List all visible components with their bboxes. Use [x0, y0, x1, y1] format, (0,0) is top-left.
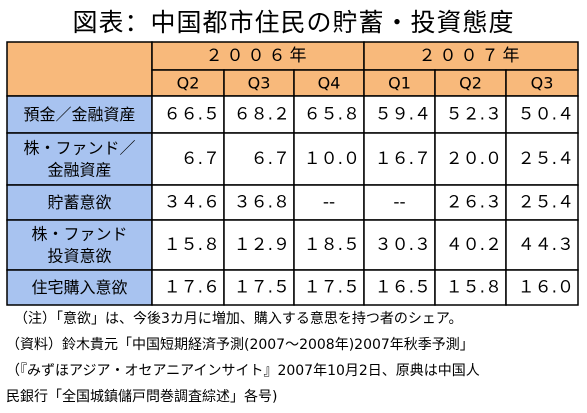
cell-value: １７.５ [304, 278, 360, 298]
quarter-header: Q1 [388, 74, 411, 93]
note-line: （注）「意欲」は、今後3カ月に増加、購入する意思を持つ者のシェア。 [14, 311, 463, 327]
cell-value: -- [393, 193, 405, 213]
year-header-cell [151, 41, 365, 71]
row-label: 預金／金融資産 [23, 105, 135, 124]
value-cell [151, 269, 225, 306]
value-cell [363, 132, 436, 186]
cell-value: １７.５ [234, 278, 290, 298]
note-line: （『みずほアジア・オセアニアインサイト』2007年10月2日、原典は中国人 [6, 363, 480, 379]
cell-value: ６８.２ [234, 105, 290, 125]
value-cell [223, 95, 295, 134]
cell-value: １５.８ [446, 278, 502, 298]
cell-value: ３４.６ [164, 193, 220, 213]
cell-value: ３０.３ [375, 235, 431, 255]
value-cell [293, 219, 365, 271]
row-label: 金融資産 [47, 161, 111, 180]
value-cell [434, 219, 507, 271]
value-cell [363, 269, 436, 306]
quarter-header: Q2 [459, 74, 482, 93]
cell-value: ２５.４ [518, 193, 574, 213]
quarter-header: Q3 [531, 74, 554, 93]
row-label: 投資意欲 [47, 247, 111, 266]
cell-value: １２.９ [234, 235, 290, 255]
row-label: 貯蓄意欲 [47, 193, 111, 212]
value-cell [505, 219, 579, 271]
notes: （注）「意欲」は、今後3カ月に増加、購入する意思を持つ者のシェア。 （資料）鈴木… [6, 306, 584, 410]
cell-value: ２５.４ [518, 149, 574, 169]
cell-value: ５２.３ [446, 105, 502, 125]
row-label: 住宅購入意欲 [31, 278, 127, 297]
year-header: ２００７年 [419, 46, 524, 66]
row-label: 株・ファンド／ [23, 139, 135, 158]
cell-value: ５０.４ [518, 105, 574, 125]
cell-value: ５９.４ [375, 105, 431, 125]
cell-value: １６.０ [518, 278, 574, 298]
cell-value: ６５.８ [304, 105, 360, 125]
value-cell [293, 269, 365, 306]
quarter-header: Q4 [318, 74, 341, 93]
value-cell [505, 269, 579, 306]
corner-cell [6, 41, 153, 97]
value-cell [505, 132, 579, 186]
cell-value: ６.７ [181, 149, 220, 169]
cell-value: -- [323, 193, 335, 213]
cell-value: ６６.５ [164, 105, 220, 125]
quarter-header: Q2 [177, 74, 200, 93]
cell-value: １６.７ [375, 149, 431, 169]
cell-value: １５.８ [164, 235, 220, 255]
cell-value: ６.７ [251, 149, 290, 169]
cell-value: ４０.２ [446, 235, 502, 255]
cell-value: ４４.３ [518, 235, 574, 255]
cell-value: ３６.８ [234, 193, 290, 213]
row-label: 株・ファンド [31, 225, 127, 244]
year-header: ２００６年 [206, 46, 311, 66]
cell-value: ２０.０ [446, 149, 502, 169]
cell-value: １７.６ [164, 278, 220, 298]
value-cell [151, 219, 225, 271]
value-cell [434, 269, 507, 306]
row-label-cell [6, 132, 153, 186]
cell-value: １６.５ [375, 278, 431, 298]
note-line: （資料）鈴木貴元「中国短期経済予測(2007〜2008年)2007年秋季予測」 [6, 337, 474, 353]
page-title: 図表：中国都市住民の貯蓄・投資態度 [72, 8, 515, 37]
value-cell [505, 184, 579, 221]
note-line: 民銀行「全国城鎮儲戸問巻調査綜述」各号) [6, 389, 278, 405]
cell-value: １０.０ [304, 149, 360, 169]
quarter-header: Q3 [248, 74, 271, 93]
cell-value: ２６.３ [446, 193, 502, 213]
value-cell [293, 132, 365, 186]
cell-value: １８.５ [304, 235, 360, 255]
value-cell [223, 219, 295, 271]
row-label-cell [6, 269, 153, 306]
